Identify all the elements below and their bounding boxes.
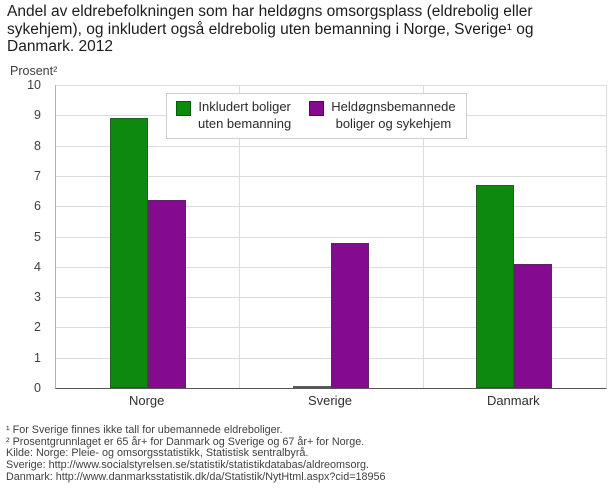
y-axis-tick-label: 6	[34, 199, 41, 214]
legend-entry-1: Inkludert boliger uten bemanning	[176, 99, 291, 132]
gridline-vertical	[239, 85, 241, 388]
gridline-horizontal	[56, 175, 606, 177]
legend: Inkludert boliger uten bemanning Heldøgns…	[166, 93, 467, 139]
x-axis-label-norge: Norge	[128, 393, 165, 408]
y-axis-labels: 0 1 2 3 4 5 6 7 8 9 10	[0, 78, 48, 395]
legend-swatch-2-icon	[309, 101, 325, 116]
gridline-horizontal	[56, 206, 606, 208]
legend-label-2: Heldøgnsbemannede boliger og sykehjem	[331, 99, 456, 131]
footnote-source-denmark: Danmark: http://www.danmarksstatistik.dk…	[6, 470, 386, 483]
plot-area: Inkludert boliger uten bemanning Heldøgns…	[55, 85, 607, 389]
footnote-2: ² Prosentgrunnlaget er 65 år+ for Danmar…	[6, 435, 365, 448]
x-axis-label-danmark: Danmark	[486, 393, 540, 408]
x-axis-labels: Norge Sverige Danmark	[55, 393, 605, 411]
x-axis-label-sverige: Sverige	[307, 393, 353, 408]
gridline-vertical	[422, 85, 424, 388]
legend-swatch-1-icon	[176, 101, 191, 116]
y-axis-tick-label: 1	[34, 350, 41, 365]
gridline-horizontal	[56, 85, 606, 86]
gridline-horizontal	[56, 236, 606, 238]
y-axis-tick-label: 3	[34, 290, 41, 305]
bar-norge-series-1	[109, 118, 148, 388]
y-axis-tick-label: 5	[34, 229, 41, 244]
y-axis-tick-label: 9	[34, 108, 41, 123]
chart-title-line-3: Danmark. 2012	[7, 38, 113, 56]
legend-entry-2: Heldøgnsbemannede boliger og sykehjem	[309, 99, 456, 132]
y-axis-tick-label: 4	[34, 259, 41, 274]
y-axis-tick-label: 10	[27, 78, 41, 92]
bar-norge-series-2	[147, 200, 186, 388]
bar-sverige-series-2	[331, 242, 369, 388]
footnote-source-sweden: Sverige: http://www.socialstyrelsen.se/s…	[6, 459, 370, 472]
footnotes: ¹ For Sverige finnes ikke tall for ubema…	[6, 424, 386, 484]
y-axis-tick-label: 7	[34, 168, 41, 183]
y-axis-tick-label: 0	[34, 381, 41, 395]
chart-title-line-2: sykehjem), og inkludert også eldrebolig …	[7, 20, 534, 38]
chart-title: Andel av eldrebefolkningen som har heldø…	[7, 3, 607, 56]
footnote-source-norway: Kilde: Norge: Pleie- og omsorgsstatistik…	[6, 447, 309, 460]
bar-danmark-series-1	[476, 185, 515, 388]
footnote-1: ¹ For Sverige finnes ikke tall for ubema…	[6, 424, 283, 436]
y-axis-unit-label: Prosent²	[10, 64, 58, 78]
bar-danmark-series-2	[514, 263, 553, 388]
chart-title-line-1: Andel av eldrebefolkningen som har heldø…	[7, 3, 533, 20]
y-axis-tick-label: 8	[34, 138, 41, 153]
bar-sverige-series-1	[293, 386, 331, 388]
gridline-horizontal	[56, 145, 606, 147]
legend-label-1: Inkludert boliger uten bemanning	[198, 99, 292, 131]
y-axis-tick-label: 2	[34, 320, 41, 335]
